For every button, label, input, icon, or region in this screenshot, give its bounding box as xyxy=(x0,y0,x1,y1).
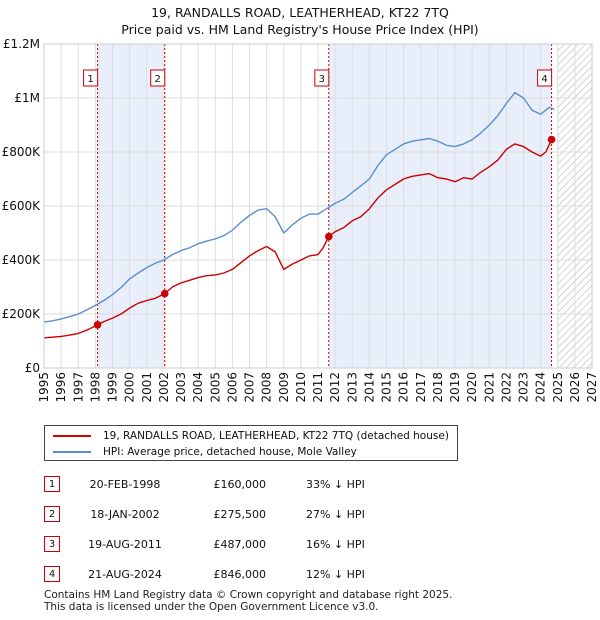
price-series-line xyxy=(43,139,553,339)
x-tick-label: 2027 xyxy=(585,372,599,403)
x-tick-label: 2012 xyxy=(328,372,342,403)
y-tick-label: £600K xyxy=(2,199,42,213)
x-tick-label: 2006 xyxy=(225,372,239,403)
x-tick-label: 2000 xyxy=(123,372,137,403)
sale-row: 2 18-JAN-2002 £275,500 27% ↓ HPI xyxy=(44,506,404,524)
sale-label-number: 3 xyxy=(319,74,325,85)
legend-swatch-price xyxy=(53,435,91,437)
x-tick-label: 2020 xyxy=(465,372,479,403)
sale-label-border xyxy=(314,69,330,87)
legend-label-hpi: HPI: Average price, detached house, Mole… xyxy=(103,446,357,458)
x-tick-label: 2015 xyxy=(380,372,394,403)
legend-entry-price: 19, RANDALLS ROAD, LEATHERHEAD, KT22 7TQ… xyxy=(53,429,449,443)
x-tick-label: 2021 xyxy=(482,372,496,403)
legend-swatch-hpi xyxy=(53,451,91,453)
x-tick-label: 2016 xyxy=(397,372,411,403)
sale-label-number: 4 xyxy=(541,74,547,85)
sale-point xyxy=(93,321,102,329)
sale-label-box: 1 xyxy=(83,69,99,87)
sale-hpi-diff: 27% ↓ HPI xyxy=(306,508,365,521)
sale-hpi-diff: 33% ↓ HPI xyxy=(306,478,365,491)
sale-label-border xyxy=(83,69,99,87)
x-tick-label: 2002 xyxy=(157,372,171,403)
sale-price: £846,000 xyxy=(213,568,267,581)
footer-licence: This data is licensed under the Open Gov… xyxy=(44,601,379,613)
x-tick-label: 2019 xyxy=(448,372,462,403)
sale-price: £275,500 xyxy=(213,508,267,521)
sale-hpi-diff: 12% ↓ HPI xyxy=(306,568,365,581)
x-tick-label: 2004 xyxy=(191,372,205,403)
sale-label-box: 2 xyxy=(150,69,166,87)
x-tick-label: 2022 xyxy=(499,372,513,403)
x-tick-label: 2010 xyxy=(294,372,308,403)
x-tick-label: 2018 xyxy=(431,372,445,403)
y-tick-label: £800K xyxy=(2,145,42,159)
x-tick-label: 1997 xyxy=(71,372,85,403)
x-tick-label: 2023 xyxy=(517,372,531,403)
sale-row: 1 20-FEB-1998 £160,000 33% ↓ HPI xyxy=(44,476,404,494)
sale-date: 20-FEB-1998 xyxy=(89,478,161,491)
sale-price: £487,000 xyxy=(213,538,267,551)
x-tick-label: 2024 xyxy=(534,372,548,403)
chart-title-line-1: 19, RANDALLS ROAD, LEATHERHEAD, KT22 7TQ xyxy=(151,5,449,20)
sale-row: 3 19-AUG-2011 £487,000 16% ↓ HPI xyxy=(44,536,404,554)
y-tick-label: £1.2M xyxy=(3,37,40,51)
chart-legend: 19, RANDALLS ROAD, LEATHERHEAD, KT22 7TQ… xyxy=(44,425,458,461)
x-tick-label: 2007 xyxy=(243,372,257,403)
footer-credits: Contains HM Land Registry data © Crown c… xyxy=(44,589,452,613)
sale-date: 21-AUG-2024 xyxy=(88,568,162,581)
y-tick-label: £1M xyxy=(14,91,40,105)
y-tick-label: £200K xyxy=(2,307,42,321)
x-tick-label: 2025 xyxy=(551,372,565,403)
y-tick-label: £400K xyxy=(2,253,42,267)
x-tick-label: 2013 xyxy=(345,372,359,403)
sale-number-badge: 3 xyxy=(44,536,60,552)
sale-label-number: 2 xyxy=(155,74,161,85)
sale-number-badge: 4 xyxy=(44,566,60,582)
x-tick-label: 2001 xyxy=(140,372,154,403)
x-tick-label: 2005 xyxy=(208,372,222,403)
sale-number-badge: 1 xyxy=(44,476,60,492)
sale-point xyxy=(547,135,556,144)
sale-label-border xyxy=(150,69,166,87)
legend-label-price: 19, RANDALLS ROAD, LEATHERHEAD, KT22 7TQ… xyxy=(103,430,449,442)
sale-label-box: 3 xyxy=(314,69,330,87)
x-tick-label: 2009 xyxy=(277,372,291,403)
footer-copyright: Contains HM Land Registry data © Crown c… xyxy=(44,589,453,601)
x-tick-label: 2008 xyxy=(260,372,274,403)
sale-point xyxy=(160,289,169,298)
x-tick-label: 2017 xyxy=(414,372,428,403)
y-tick-label: £0 xyxy=(25,361,40,375)
sale-date: 18-JAN-2002 xyxy=(90,508,160,521)
legend-entry-hpi: HPI: Average price, detached house, Mole… xyxy=(53,445,357,459)
hpi-series-line xyxy=(43,91,555,323)
sale-price: £160,000 xyxy=(213,478,267,491)
x-tick-label: 2003 xyxy=(174,372,188,403)
sale-number-badge: 2 xyxy=(44,506,60,522)
sale-hpi-diff: 16% ↓ HPI xyxy=(306,538,365,551)
x-tick-label: 1999 xyxy=(106,372,120,403)
sale-row: 4 21-AUG-2024 £846,000 12% ↓ HPI xyxy=(44,566,404,584)
x-tick-label: 1995 xyxy=(37,372,51,403)
x-tick-label: 2014 xyxy=(362,372,376,403)
sale-label-border xyxy=(537,69,553,87)
sale-label-number: 1 xyxy=(87,74,93,85)
chart-title: 19, RANDALLS ROAD, LEATHERHEAD, KT22 7TQ… xyxy=(0,4,600,38)
x-tick-label: 2011 xyxy=(311,372,325,403)
sale-date: 19-AUG-2011 xyxy=(88,538,162,551)
chart-title-line-2: Price paid vs. HM Land Registry's House … xyxy=(121,22,479,37)
plot-frame xyxy=(43,43,593,369)
sale-label-box: 4 xyxy=(537,69,553,87)
x-tick-label: 2026 xyxy=(568,372,582,403)
sale-point xyxy=(324,232,333,241)
x-tick-label: 1996 xyxy=(54,372,68,403)
x-tick-label: 1998 xyxy=(88,372,102,403)
